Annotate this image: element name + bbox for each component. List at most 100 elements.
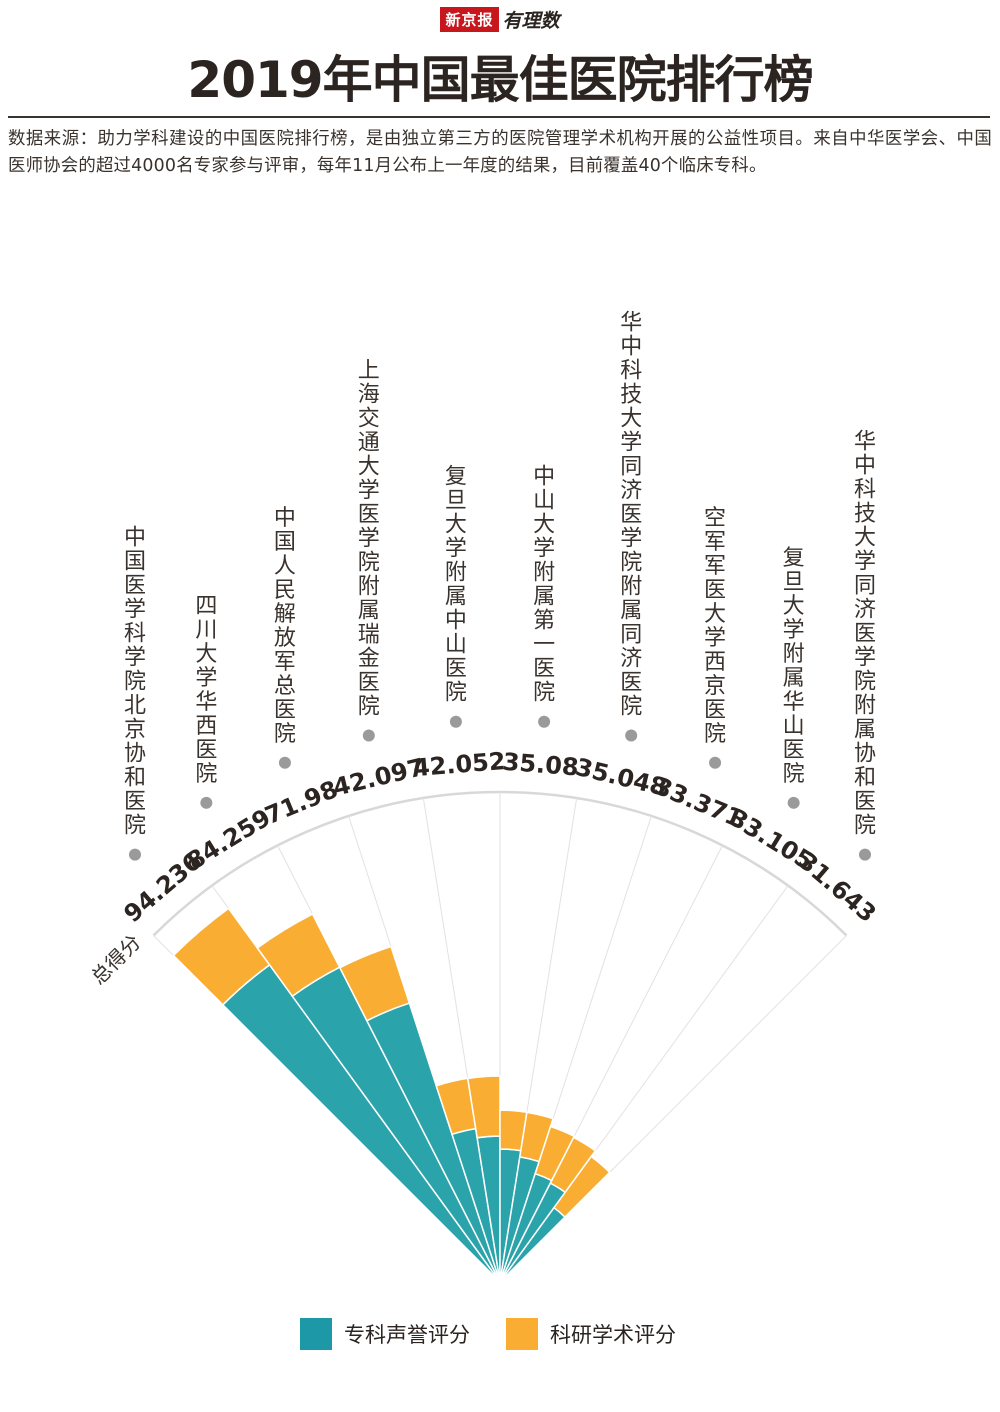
hospital-name-char: 中: [445, 609, 467, 634]
hospital-name-char: 医: [620, 671, 642, 696]
hospital-name-char: 旦: [783, 570, 805, 595]
hospital-name-char: 京: [124, 718, 146, 743]
hospital-name-char: 军: [704, 554, 726, 579]
hospital-name-char: 华: [195, 690, 217, 715]
hospital-name-char: 学: [124, 646, 146, 671]
hospital-name-char: 通: [358, 431, 380, 456]
bar-research: [552, 1155, 611, 1219]
hospital-name-char: 医: [704, 578, 726, 603]
hospital-name-char: 西: [704, 650, 726, 675]
legend-label-research: 科研学术评分: [550, 1323, 676, 1347]
hospital-name-char: 学: [358, 527, 380, 552]
hospital-name-char: 院: [358, 551, 380, 576]
hospital-name-char: 科: [854, 478, 876, 503]
hospital-name-char: 医: [620, 503, 642, 528]
hospital-name-char: 院: [124, 814, 146, 839]
hospital-name-char: 海: [358, 383, 380, 408]
hospital-name-char: 大: [783, 594, 805, 619]
hospital-name-char: 医: [854, 790, 876, 815]
hospital-name-char: 医: [274, 698, 296, 723]
hospital-name-char: 中: [274, 506, 296, 531]
total-score-label: 总得分: [86, 930, 145, 989]
label-dot: [129, 848, 142, 861]
hospital-name-char: 医: [124, 790, 146, 815]
hospital-name-char: 中: [620, 335, 642, 360]
hospital-name-char: 川: [195, 618, 217, 643]
hospital-name-char: 第: [533, 609, 555, 634]
label-dot: [709, 756, 722, 769]
hospital-name-char: 院: [620, 551, 642, 576]
hospital-name-char: 大: [704, 602, 726, 627]
total-score: 84.259: [182, 803, 276, 875]
hospital-name-char: 民: [274, 578, 296, 603]
hospital-name-char: 属: [783, 666, 805, 691]
hospital-name-char: 人: [274, 554, 296, 579]
hospital-name-char: 院: [358, 695, 380, 720]
hospital-name-char: 属: [620, 599, 642, 624]
hospital-name-char: 同: [854, 574, 876, 599]
hospital-name-char: 军: [704, 530, 726, 555]
hospital-name-char: 院: [854, 670, 876, 695]
hospital-name-char: 四: [195, 594, 217, 619]
hospital-name-char: 济: [620, 479, 642, 504]
hospital-name-char: 山: [533, 489, 555, 514]
hospital-name-char: 属: [445, 585, 467, 610]
hospital-name-char: 学: [854, 646, 876, 671]
hospital-name-char: 京: [704, 674, 726, 699]
hospital-name-char: 技: [854, 502, 876, 527]
hospital-name-char: 交: [358, 407, 380, 432]
hospital-name-char: 技: [620, 383, 642, 408]
hospital-name-char: 院: [620, 695, 642, 720]
hospital-name-char: 院: [854, 814, 876, 839]
bar-research: [172, 907, 271, 1006]
hospital-name-char: 学: [783, 618, 805, 643]
bar-research: [549, 1136, 597, 1194]
total-score: 35.08: [502, 748, 580, 782]
total-score: 42.052: [412, 747, 507, 782]
hospital-name-char: 医: [358, 671, 380, 696]
hospital-name-char: 华: [854, 430, 876, 455]
legend-item-reputation: 专科声誉评分: [300, 1318, 470, 1350]
bar-research: [256, 913, 341, 998]
hospital-name-char: 中: [124, 526, 146, 551]
hospital-name-char: 院: [704, 722, 726, 747]
legend: 专科声誉评分 科研学术评分: [300, 1318, 712, 1350]
hospital-name-char: 医: [854, 622, 876, 647]
legend-swatch-research: [506, 1318, 538, 1350]
hospital-name-char: 属: [533, 585, 555, 610]
hospital-name-char: 中: [854, 454, 876, 479]
hospital-name-char: 一: [533, 633, 555, 658]
hospital-name-char: 学: [195, 666, 217, 691]
source-note: 数据来源：助力学科建设的中国医院排行榜，是由独立第三方的医院管理学术机构开展的公…: [8, 129, 992, 176]
label-dot: [858, 848, 871, 861]
label-dot: [625, 729, 638, 742]
hospital-name-char: 医: [445, 657, 467, 682]
hospital-name-char: 学: [124, 598, 146, 623]
hospital-name-char: 医: [783, 738, 805, 763]
hospital-name-char: 院: [195, 762, 217, 787]
bar-research: [518, 1111, 555, 1163]
hospital-name-char: 院: [124, 670, 146, 695]
hospital-name-char: 同: [620, 623, 642, 648]
bar-research: [338, 945, 411, 1022]
legend-swatch-reputation: [300, 1318, 332, 1350]
hospital-name-char: 金: [358, 647, 380, 672]
hospital-name-char: 附: [854, 694, 876, 719]
hospital-name-char: 附: [620, 575, 642, 600]
title-divider: [8, 116, 990, 118]
page-title: 2019年中国最佳医院排行榜: [187, 51, 813, 109]
bar-research: [534, 1125, 576, 1182]
hospital-name-char: 学: [533, 537, 555, 562]
hospital-name-char: 院: [445, 681, 467, 706]
legend-item-research: 科研学术评分: [506, 1318, 676, 1350]
brand-column: 有理数: [502, 10, 560, 32]
hospital-name-char: 放: [274, 626, 296, 651]
hospital-name-char: 属: [854, 718, 876, 743]
hospital-name-char: 附: [445, 561, 467, 586]
bar-research: [466, 1075, 501, 1139]
hospital-name-char: 科: [124, 622, 146, 647]
brand-name: 新京报: [440, 7, 499, 32]
hospital-name-char: 大: [445, 513, 467, 538]
hospital-name-char: 国: [274, 530, 296, 555]
